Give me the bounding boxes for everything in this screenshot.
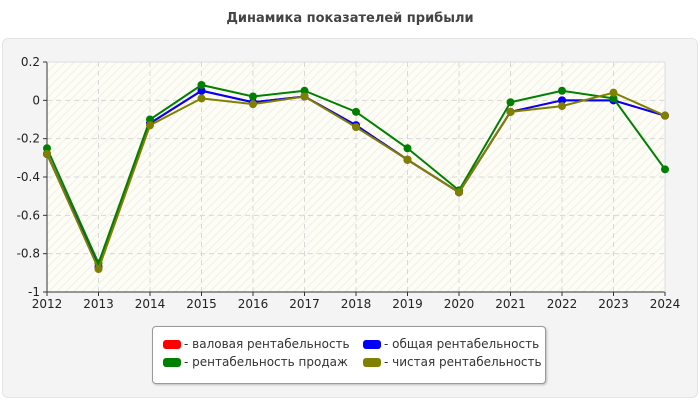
y-tick-label: 0.2 (21, 55, 40, 69)
x-tick-label: 2016 (238, 297, 269, 311)
data-point (609, 88, 618, 97)
x-tick-label: 2024 (650, 297, 681, 311)
legend-item: - чистая рентабельность (363, 355, 542, 369)
legend-swatch (163, 339, 181, 349)
y-tick-label: -0.2 (17, 132, 40, 146)
legend-swatch (163, 357, 181, 367)
data-point (43, 150, 51, 158)
data-point (146, 121, 154, 130)
y-tick-label: -0.8 (17, 247, 40, 261)
x-tick-label: 2021 (495, 297, 526, 311)
data-point (403, 155, 412, 164)
data-point (403, 144, 412, 153)
x-tick-label: 2022 (547, 297, 578, 311)
data-point (146, 115, 154, 124)
data-point (506, 98, 515, 107)
x-tick-label: 2015 (186, 297, 217, 311)
x-tick-label: 2014 (135, 297, 166, 311)
legend-swatch (363, 357, 381, 367)
x-tick-label: 2018 (341, 297, 372, 311)
legend: - валовая рентабельность - общая рентабе… (152, 326, 546, 384)
data-point (558, 96, 566, 105)
legend-label: - валовая рентабельность (184, 337, 350, 351)
y-tick-label: 0 (32, 93, 40, 107)
y-tick-label: -0.6 (17, 208, 40, 222)
x-tick-label: 2017 (289, 297, 320, 311)
data-point (506, 107, 515, 116)
legend-item: - общая рентабельность (363, 337, 539, 351)
x-tick-label: 2020 (444, 297, 475, 311)
data-point (43, 144, 51, 153)
legend-item: - валовая рентабельность (163, 337, 350, 351)
data-point (352, 123, 360, 132)
legend-item: - рентабельность продаж (163, 355, 348, 369)
data-point (352, 107, 360, 116)
x-tick-label: 2012 (32, 297, 63, 311)
data-point (558, 102, 566, 111)
legend-swatch (363, 339, 381, 349)
data-point (197, 86, 206, 95)
y-tick-label: -0.4 (17, 170, 40, 184)
y-tick-label: -1 (28, 285, 40, 299)
data-point (661, 111, 669, 120)
x-tick-label: 2019 (392, 297, 423, 311)
data-point (197, 94, 206, 103)
data-point (455, 188, 463, 197)
data-point (94, 265, 103, 273)
data-point (300, 86, 309, 95)
x-tick-label: 2023 (598, 297, 629, 311)
data-point (609, 94, 618, 103)
legend-label: - общая рентабельность (384, 337, 540, 351)
data-point (249, 92, 257, 101)
data-point (558, 86, 566, 95)
chart-title: Динамика показателей прибыли (226, 11, 474, 26)
data-point (249, 100, 257, 109)
legend-label: - рентабельность продаж (184, 355, 348, 369)
data-point (197, 81, 206, 89)
x-tick-label: 2013 (83, 297, 114, 311)
legend-label: - чистая рентабельность (384, 355, 542, 369)
data-point (661, 165, 669, 174)
data-point (300, 92, 309, 101)
